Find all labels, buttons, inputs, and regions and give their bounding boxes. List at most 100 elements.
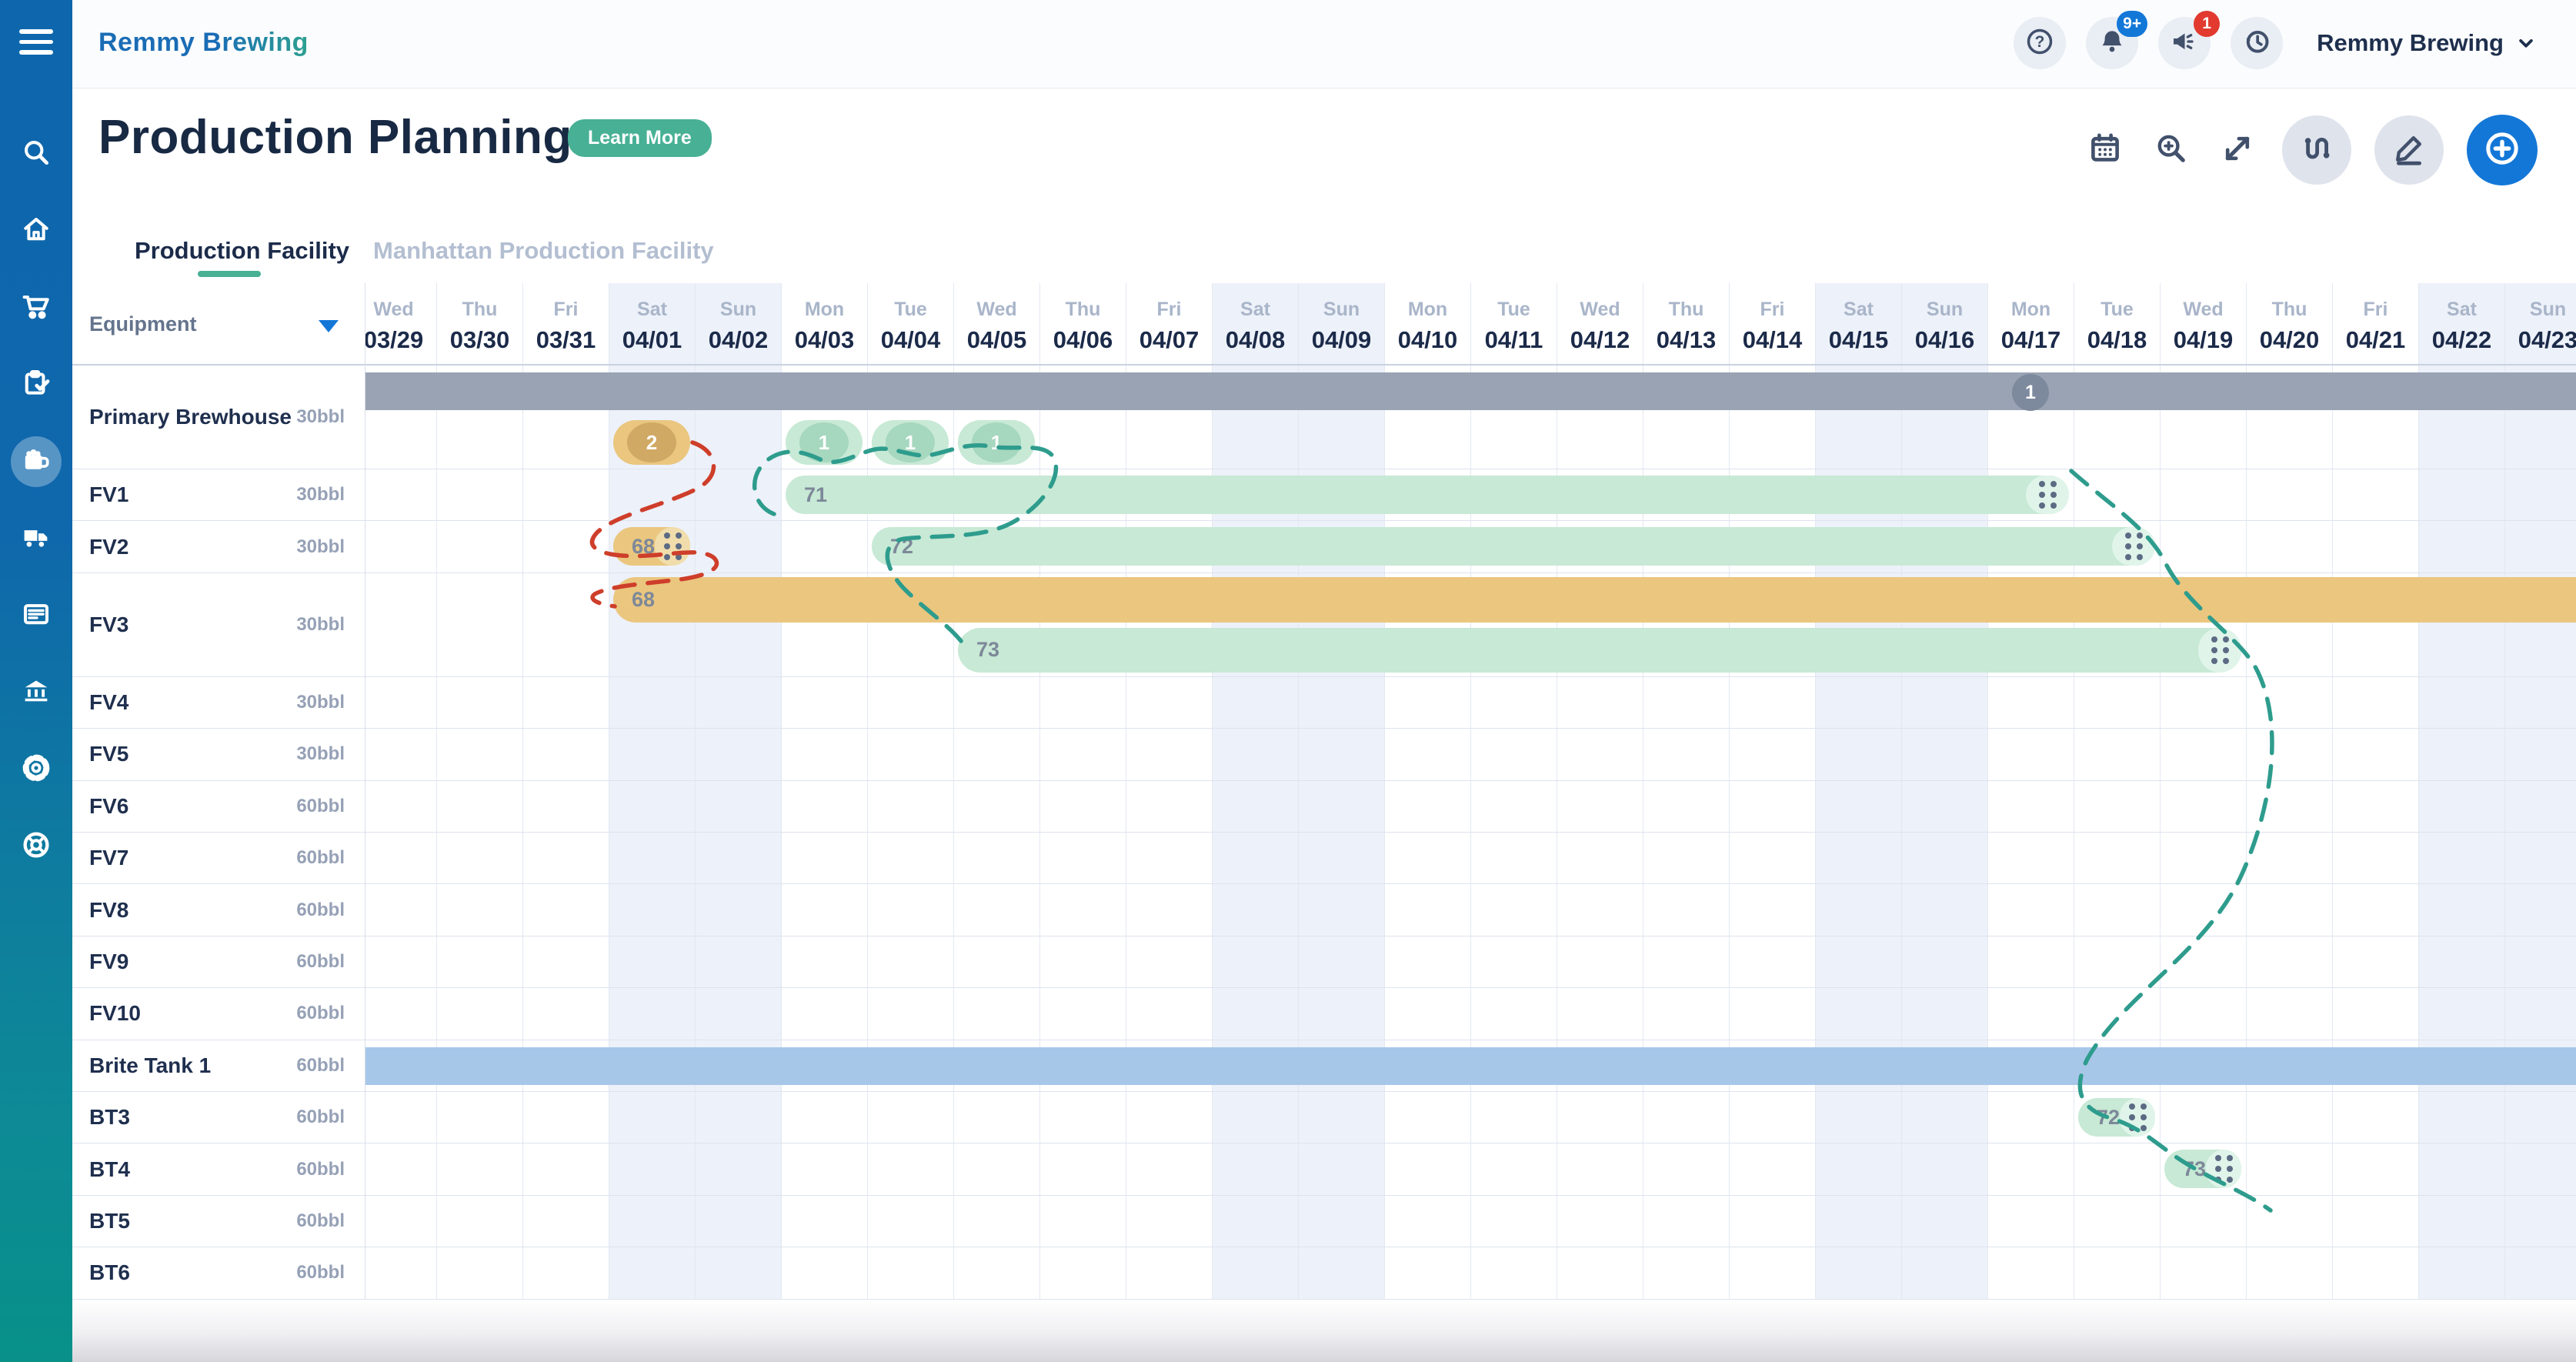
gantt-bar-2[interactable]: 2 xyxy=(613,420,690,465)
equipment-row-fv6[interactable]: FV6 60bbl xyxy=(72,781,365,833)
equipment-row-fv5[interactable]: FV5 30bbl xyxy=(72,729,365,781)
calendar-button[interactable] xyxy=(2084,129,2127,172)
drag-handle[interactable] xyxy=(2198,627,2241,673)
equipment-row-bt4[interactable]: BT4 60bbl xyxy=(72,1143,365,1196)
date-label: 04/22 xyxy=(2431,326,2492,353)
help-button[interactable]: ? xyxy=(2014,17,2067,69)
equipment-row-fv9[interactable]: FV9 60bbl xyxy=(72,936,365,989)
equipment-row-fv10[interactable]: FV10 60bbl xyxy=(72,988,365,1040)
megaphone-button[interactable]: 1 xyxy=(2158,11,2221,69)
timeline-row-fv2 xyxy=(365,521,2576,573)
drag-handle[interactable] xyxy=(2112,527,2155,566)
bars-layer: 1 2 1 1 1 71 68 72 68 73 72 73 xyxy=(365,283,2576,1300)
route-icon xyxy=(2298,130,2335,171)
equipment-name: BT6 xyxy=(89,1260,130,1285)
equipment-row-fv4[interactable]: FV4 30bbl xyxy=(72,677,365,729)
day-label: Tue xyxy=(894,299,927,320)
route-button[interactable] xyxy=(2282,115,2351,185)
zoom-in-button[interactable] xyxy=(2150,129,2193,172)
equipment-name: FV6 xyxy=(89,793,129,818)
equipment-name: FV8 xyxy=(89,897,129,922)
gantt-bar-73[interactable]: 73 xyxy=(2164,1150,2241,1189)
account-menu[interactable]: Remmy Brewing xyxy=(2317,29,2538,57)
batch-number: 71 xyxy=(804,482,828,506)
sidebar-item-search[interactable] xyxy=(0,115,72,192)
day-label: Sun xyxy=(719,299,757,320)
learn-more-button[interactable]: Learn More xyxy=(568,119,712,157)
calendar-icon xyxy=(2087,130,2124,171)
tab-manhattan-production-facility[interactable]: Manhattan Production Facility xyxy=(373,237,714,264)
gantt-bar-1[interactable]: 1 xyxy=(958,420,1035,465)
date-label: 04/05 xyxy=(966,326,1027,353)
sidebar-item-truck[interactable] xyxy=(0,500,72,577)
sidebar-item-gear[interactable] xyxy=(0,731,72,808)
sidebar-item-lifebuoy[interactable] xyxy=(0,808,72,885)
pencil-button[interactable] xyxy=(2374,115,2444,185)
batch-number: 72 xyxy=(2097,1105,2121,1129)
svg-text:?: ? xyxy=(2035,33,2045,51)
bell-button[interactable]: 9+ xyxy=(2086,11,2148,69)
gantt-bar-71[interactable]: 71 xyxy=(786,476,2069,514)
drag-handle[interactable] xyxy=(2120,1098,2155,1137)
timeline-row-bt5 xyxy=(365,1196,2576,1248)
sidebar-item-clipboard-check[interactable] xyxy=(0,346,72,423)
gantt-bar-1[interactable]: 1 xyxy=(786,420,863,465)
day-label: Thu xyxy=(2271,299,2307,320)
history-button[interactable] xyxy=(2231,17,2284,69)
add-button[interactable] xyxy=(2467,115,2538,185)
equipment-sort-dropdown-icon[interactable] xyxy=(319,320,339,332)
gantt-bar-73[interactable]: 73 xyxy=(958,627,2241,673)
batch-number: 72 xyxy=(890,534,914,558)
day-label: Tue xyxy=(1497,299,1530,320)
topbar: Remmy Brewing ? 9+ 1 Remmy Brewing xyxy=(72,0,2576,88)
timeline-column-04/12: Wed 04/12 xyxy=(1557,283,1643,1300)
batch-chip-1[interactable]: 1 xyxy=(2012,374,2049,411)
equipment-capacity: 60bbl xyxy=(296,1054,345,1076)
equipment-row-primary-brewhouse[interactable]: Primary Brewhouse 30bbl xyxy=(72,366,365,469)
gantt-bar-68[interactable]: 68 xyxy=(613,576,2576,623)
equipment-row-fv8[interactable]: FV8 60bbl xyxy=(72,884,365,936)
date-label: 04/08 xyxy=(1225,326,1286,353)
gantt-bar-72[interactable]: 72 xyxy=(2078,1098,2155,1137)
chevron-down-icon xyxy=(2514,32,2538,55)
expand-button[interactable] xyxy=(2216,129,2259,172)
equipment-name: BT4 xyxy=(89,1157,130,1181)
batch-count: 1 xyxy=(972,422,1021,462)
sidebar-item-news[interactable] xyxy=(0,577,72,654)
drag-handle[interactable] xyxy=(655,527,690,566)
sidebar-item-home[interactable] xyxy=(0,192,72,269)
equipment-row-fv1[interactable]: FV1 30bbl xyxy=(72,469,365,522)
sidebar-item-bank[interactable] xyxy=(0,654,72,731)
app-logo[interactable]: Remmy Brewing xyxy=(98,28,309,57)
timeline-column-04/14: Fri 04/14 xyxy=(1729,283,1815,1300)
equipment-name: Primary Brewhouse xyxy=(89,405,292,429)
day-label: Fri xyxy=(1760,299,1785,320)
equipment-panel: Equipment Primary Brewhouse 30bbl FV1 30b… xyxy=(72,283,365,1300)
bell-icon xyxy=(2097,26,2127,61)
day-label: Wed xyxy=(1580,299,1620,320)
equipment-row-brite-tank-1[interactable]: Brite Tank 1 60bbl xyxy=(72,1040,365,1092)
drag-handle[interactable] xyxy=(2206,1150,2241,1189)
equipment-name: FV3 xyxy=(89,612,129,636)
gantt-bar-68[interactable]: 68 xyxy=(613,527,690,566)
gantt-bar-1[interactable]: 1 xyxy=(872,420,949,465)
equipment-row-bt5[interactable]: BT5 60bbl xyxy=(72,1196,365,1248)
equipment-row-fv3[interactable]: FV3 30bbl xyxy=(72,573,365,677)
tab-production-facility[interactable]: Production Facility xyxy=(135,237,350,264)
timeline[interactable]: Wed 03/29 Thu 03/30 Fri 03/31 Sat 04/01 Sun … xyxy=(365,283,2576,1300)
equipment-row-fv2[interactable]: FV2 30bbl xyxy=(72,521,365,573)
sidebar-item-cart[interactable] xyxy=(0,269,72,346)
equipment-row-bt6[interactable]: BT6 60bbl xyxy=(72,1247,365,1300)
date-label: 04/12 xyxy=(1570,326,1630,353)
menu-icon[interactable] xyxy=(19,29,53,55)
drag-handle[interactable] xyxy=(2026,476,2069,514)
date-label: 04/09 xyxy=(1311,326,1372,353)
equipment-row-bt3[interactable]: BT3 60bbl xyxy=(72,1092,365,1144)
drag-handle-dots-icon xyxy=(2214,1155,2233,1183)
gantt-bar-72[interactable]: 72 xyxy=(872,527,2155,566)
day-label: Fri xyxy=(2363,299,2388,320)
sidebar-item-beer-mug[interactable] xyxy=(0,423,72,500)
equipment-row-fv7[interactable]: FV7 60bbl xyxy=(72,833,365,885)
timeline-column-04/13: Thu 04/13 xyxy=(1643,283,1729,1300)
